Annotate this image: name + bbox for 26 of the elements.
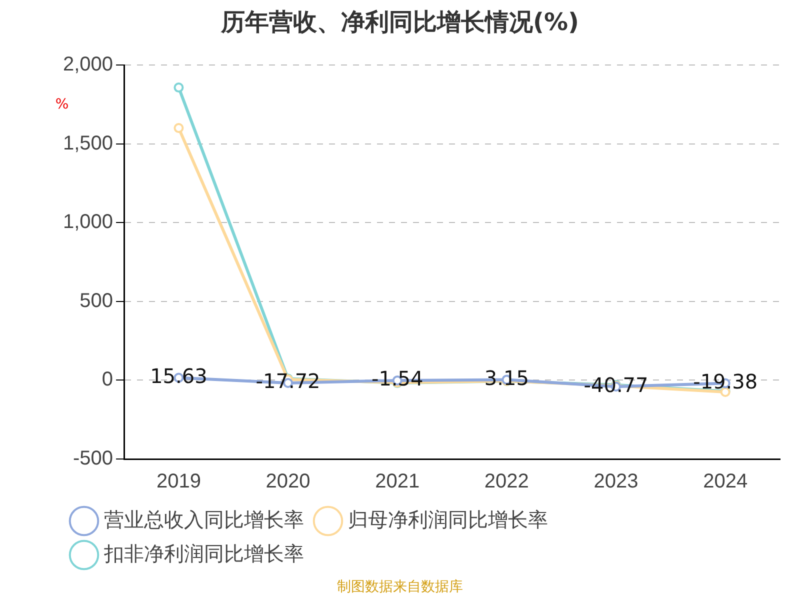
y-axis-title: % (55, 96, 69, 113)
x-tick-label: 2024 (703, 470, 748, 493)
y-tick-label: 2,000 (62, 54, 114, 76)
x-tick-label: 2020 (266, 470, 310, 493)
x-tick-label: 2022 (484, 470, 529, 493)
data-label: -19.38 (693, 369, 758, 394)
y-tick-label: 500 (80, 290, 114, 312)
x-tick-label: 2023 (594, 470, 638, 493)
x-tick-label: 2019 (156, 470, 201, 493)
y-tick-label: 0 (102, 368, 114, 391)
data-label: -1.54 (371, 366, 424, 391)
point (174, 123, 184, 134)
chart-title: 历年营收、净利同比增长情况(%) (220, 7, 580, 38)
legend-label: 扣非净利润同比增长率 (103, 544, 304, 566)
data-label: -17.72 (256, 369, 320, 394)
legend-label: 营业总收入同比增长率 (104, 510, 304, 532)
text: 制图数据来自数据库 (336, 578, 464, 596)
y-tick-label: 1,000 (62, 211, 114, 234)
legend-label: 归母净利润同比增长率 (348, 510, 548, 532)
data-label: -40.77 (584, 372, 648, 397)
data-label: 15.63 (150, 364, 208, 388)
y-tick-label: 1,500 (62, 132, 114, 154)
y-tick-label: -500 (73, 448, 114, 470)
x-tick-label: 2021 (375, 470, 420, 493)
data-label: 3.15 (484, 366, 529, 390)
point (174, 82, 184, 93)
